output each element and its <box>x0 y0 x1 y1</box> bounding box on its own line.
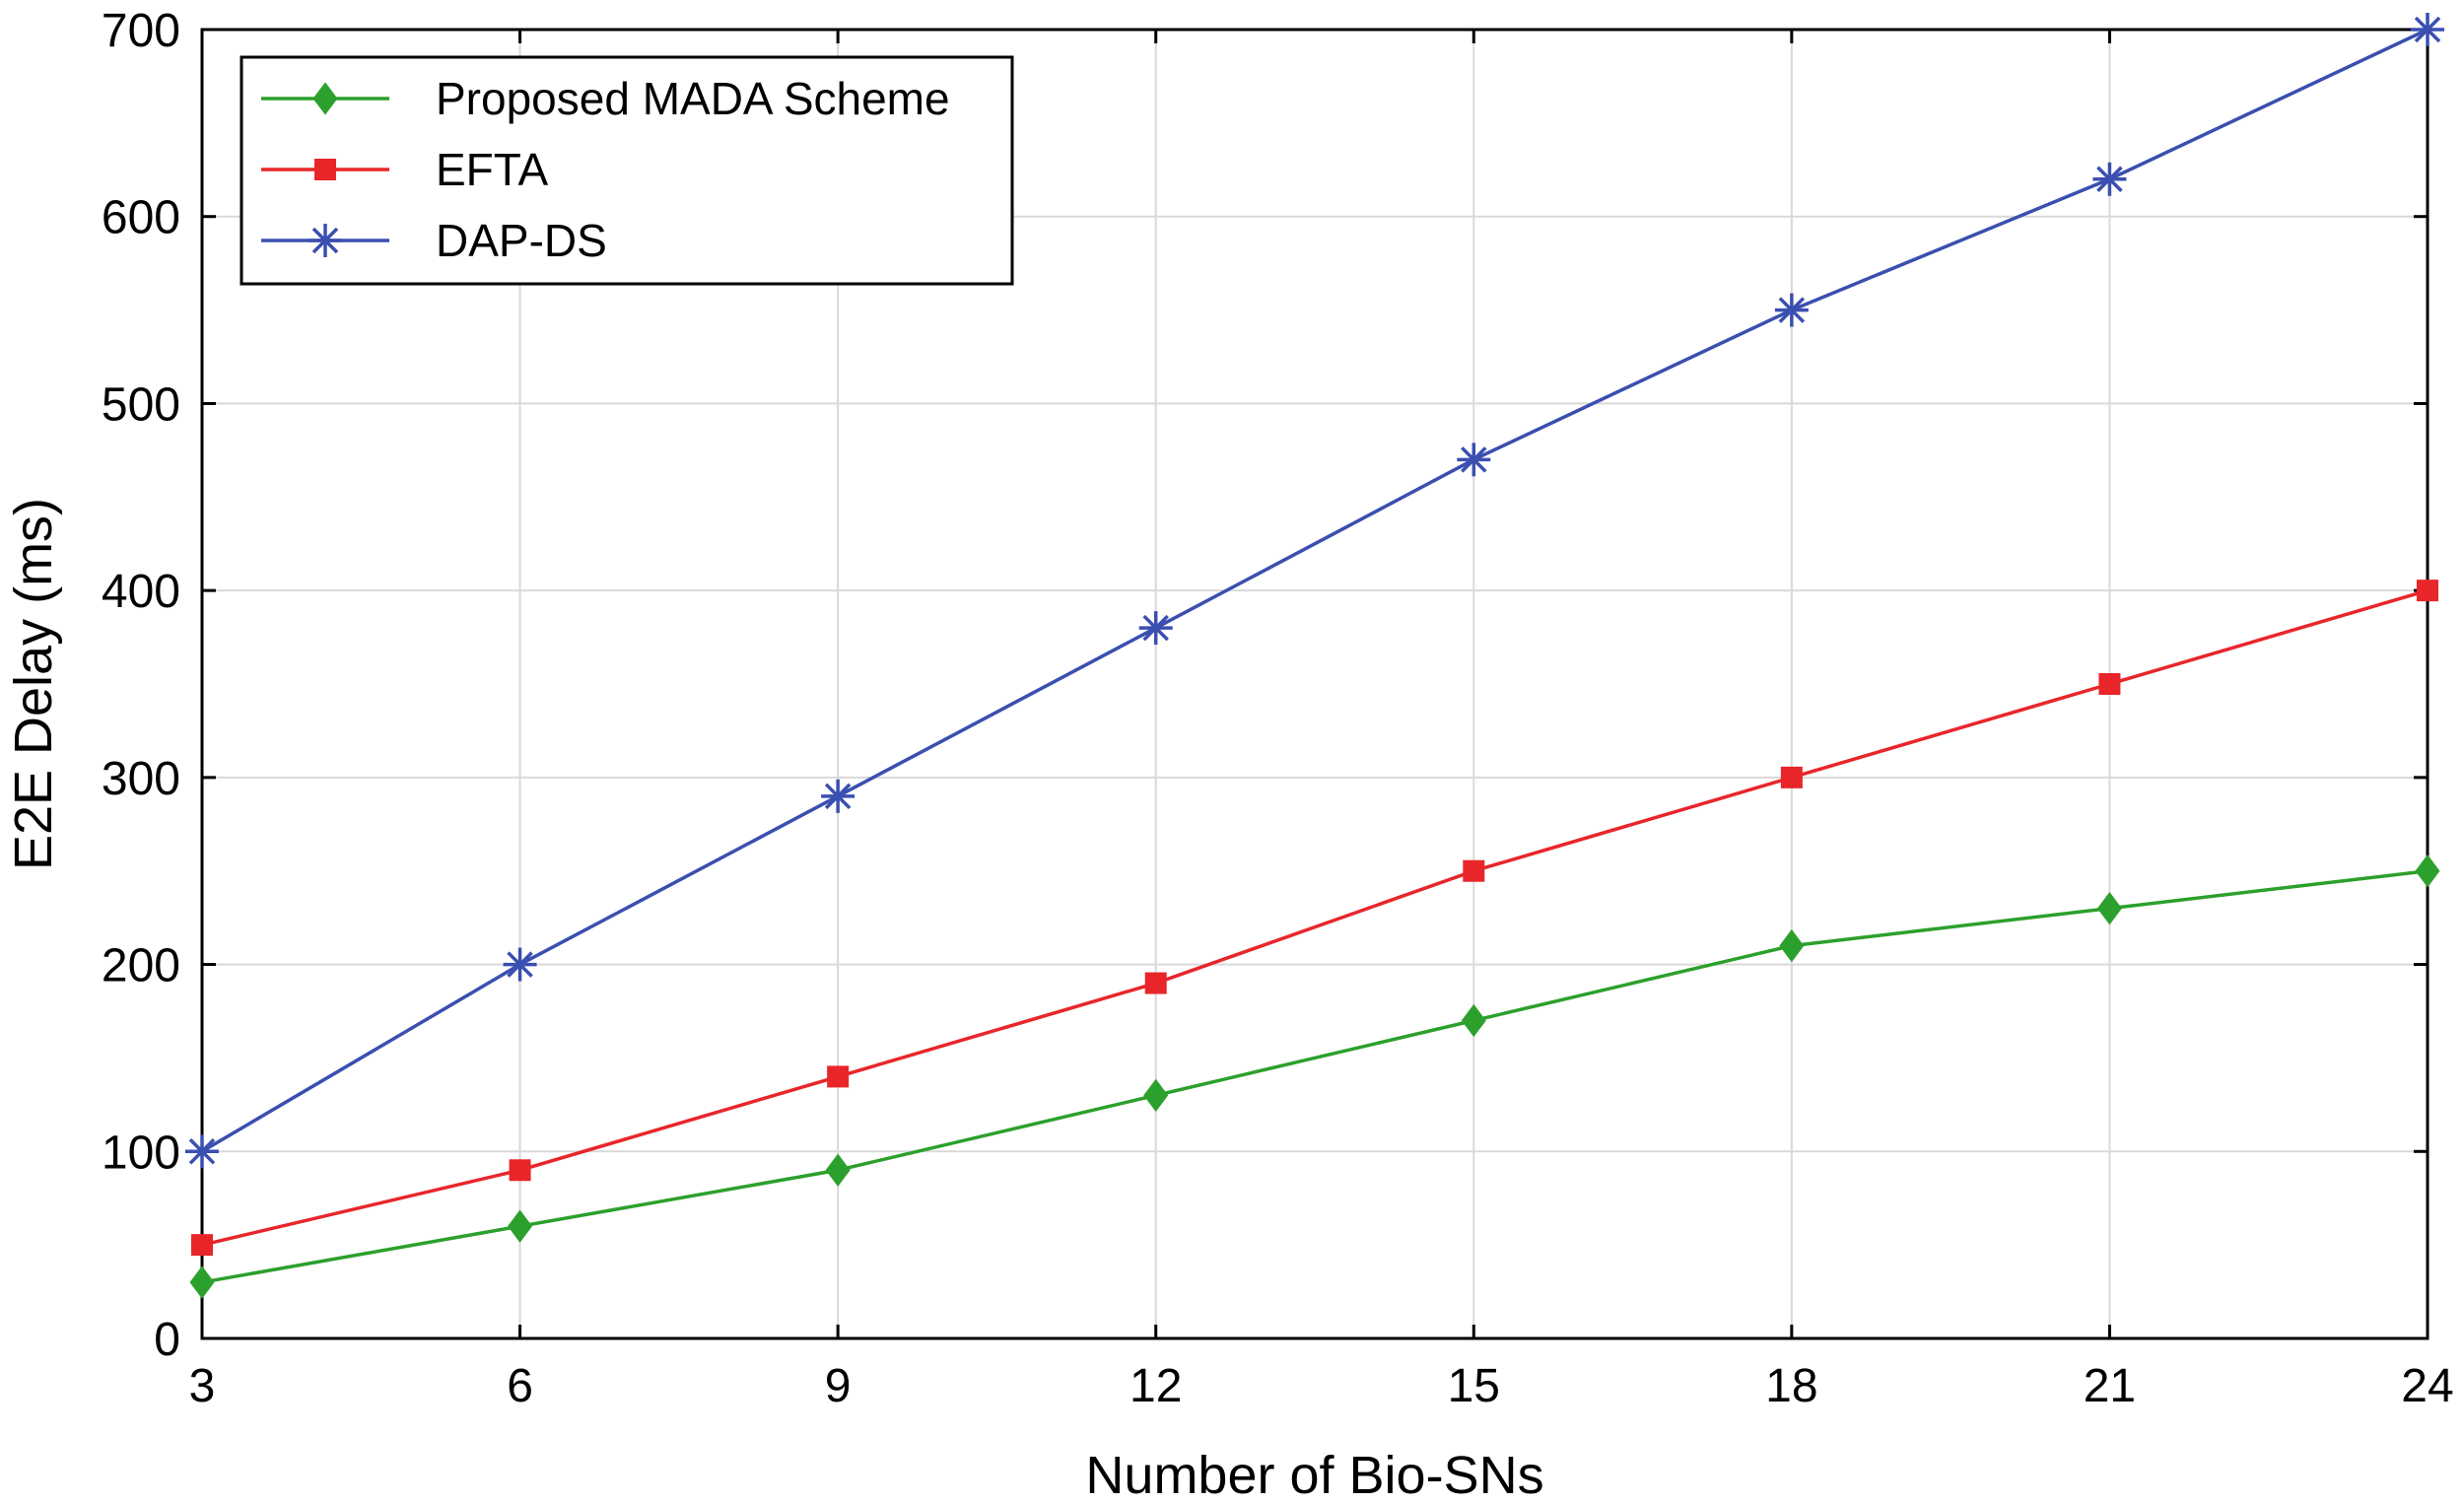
data-point <box>2096 891 2122 925</box>
y-tick-label: 600 <box>102 192 180 244</box>
data-point <box>509 1159 531 1182</box>
legend-marker <box>314 159 336 180</box>
legend-label: Proposed MADA Scheme <box>436 73 950 124</box>
series-line <box>201 588 2429 1247</box>
data-point <box>503 947 537 982</box>
data-point <box>2415 855 2440 888</box>
x-tick-label: 15 <box>1448 1360 1500 1412</box>
data-point <box>1457 443 1491 477</box>
y-tick-label: 300 <box>102 753 180 805</box>
data-point <box>821 779 856 813</box>
data-point <box>1138 611 1173 646</box>
x-tick-label: 6 <box>507 1360 533 1412</box>
data-point <box>185 1134 219 1169</box>
data-point <box>1463 859 1485 882</box>
data-point <box>1779 928 1805 963</box>
legend-label: EFTA <box>436 144 548 195</box>
legend-item: EFTA <box>261 144 548 195</box>
plot-area-frame <box>200 28 2430 1340</box>
series-line <box>201 28 2429 1153</box>
legend-item: DAP-DS <box>261 215 607 266</box>
data-point <box>1780 766 1803 788</box>
data-point <box>2417 580 2438 602</box>
x-tick-label: 9 <box>825 1360 852 1412</box>
data-point <box>1144 972 1167 994</box>
series-1 <box>191 580 2438 1257</box>
data-point <box>1461 1003 1486 1038</box>
legend-marker <box>312 82 338 115</box>
data-point <box>2411 13 2444 46</box>
data-point <box>1774 293 1809 327</box>
legend-marker <box>308 224 342 257</box>
series-line <box>201 868 2429 1284</box>
y-axis-title: E2E Delay (ms) <box>4 498 63 870</box>
data-point <box>825 1153 851 1187</box>
data-point <box>508 1209 533 1243</box>
data-point <box>2098 673 2121 695</box>
legend-label: DAP-DS <box>436 215 607 266</box>
data-point <box>1143 1078 1169 1113</box>
x-tick-label: 21 <box>2084 1360 2136 1412</box>
y-tick-label: 100 <box>102 1127 180 1179</box>
y-tick-label: 700 <box>102 5 180 57</box>
data-series <box>185 13 2444 1299</box>
x-axis-title: Number of Bio-SNs <box>1085 1446 1543 1504</box>
legend-item: Proposed MADA Scheme <box>261 73 950 124</box>
y-tick-label: 0 <box>154 1314 180 1366</box>
y-tick-label: 500 <box>102 378 180 431</box>
x-tick-label: 18 <box>1765 1360 1817 1412</box>
data-point <box>2092 162 2127 196</box>
data-point <box>189 1265 215 1299</box>
legend: Proposed MADA Scheme EFTA DAP-DS <box>240 55 1014 286</box>
series-2 <box>185 13 2444 1169</box>
y-tick-label: 200 <box>102 940 180 992</box>
data-point <box>191 1234 213 1257</box>
data-point <box>827 1065 850 1088</box>
x-tick-label: 12 <box>1129 1360 1182 1412</box>
y-tick-label: 400 <box>102 566 180 618</box>
series-0 <box>189 855 2440 1299</box>
axis-ticks: 3 6 9 12 15 18 21 24 0 100 200 300 400 500 600 700 <box>102 5 2454 1412</box>
x-tick-label: 24 <box>2401 1360 2453 1412</box>
x-tick-label: 3 <box>189 1360 216 1412</box>
